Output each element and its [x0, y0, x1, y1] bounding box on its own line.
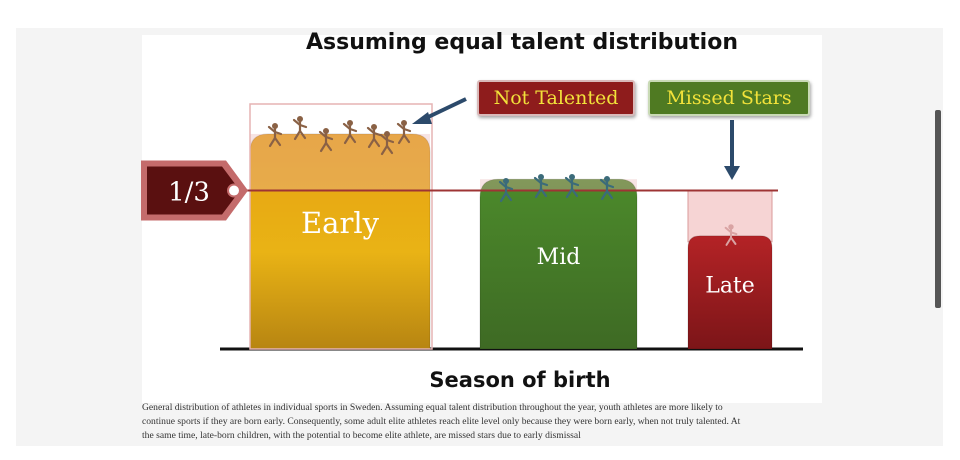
tag-hole [227, 183, 241, 198]
annotation-missed-stars: Missed Stars [648, 80, 810, 116]
caption-line: General distribution of athletes in indi… [142, 402, 723, 413]
athletes-icon [342, 120, 358, 145]
athlete-icon [724, 224, 738, 246]
arrow-not-talented [423, 97, 467, 121]
annotation-not-talented: Not Talented [477, 80, 635, 116]
athletes-icon [267, 123, 283, 148]
athletes-icon [292, 116, 308, 141]
category-label-early: Early [301, 206, 380, 240]
arrowhead [412, 112, 432, 124]
reference-label: 1/3 [168, 178, 210, 208]
x-axis-label: Season of birth [429, 368, 611, 392]
athletes-icon [318, 128, 334, 153]
category-label-late: Late [705, 273, 755, 298]
reference-tag-inner [147, 166, 240, 215]
caption-line: continue sports if they are born early. … [142, 416, 741, 427]
arrowhead [724, 166, 740, 180]
missing-share-overlay [687, 190, 773, 243]
excess-share-overlay [480, 179, 637, 191]
bar-mid [479, 178, 638, 350]
category-label-mid: Mid [537, 245, 581, 270]
athletes-icon [379, 131, 395, 156]
scrollbar[interactable] [935, 110, 941, 308]
athletes-icon [498, 178, 514, 203]
chart-title: Assuming equal talent distribution [306, 30, 738, 55]
early-frame [249, 103, 433, 350]
athletes-icon [599, 176, 615, 201]
bar-late [687, 235, 773, 350]
athletes-icon [564, 174, 580, 199]
figure-caption: General distribution of athletes in indi… [142, 401, 832, 443]
athletes-icon [396, 120, 412, 145]
athletes-icon [533, 174, 549, 199]
bar-early [249, 133, 431, 350]
caption-line: the same time, late-born children, with … [142, 430, 581, 441]
athletes-icon [366, 124, 382, 149]
